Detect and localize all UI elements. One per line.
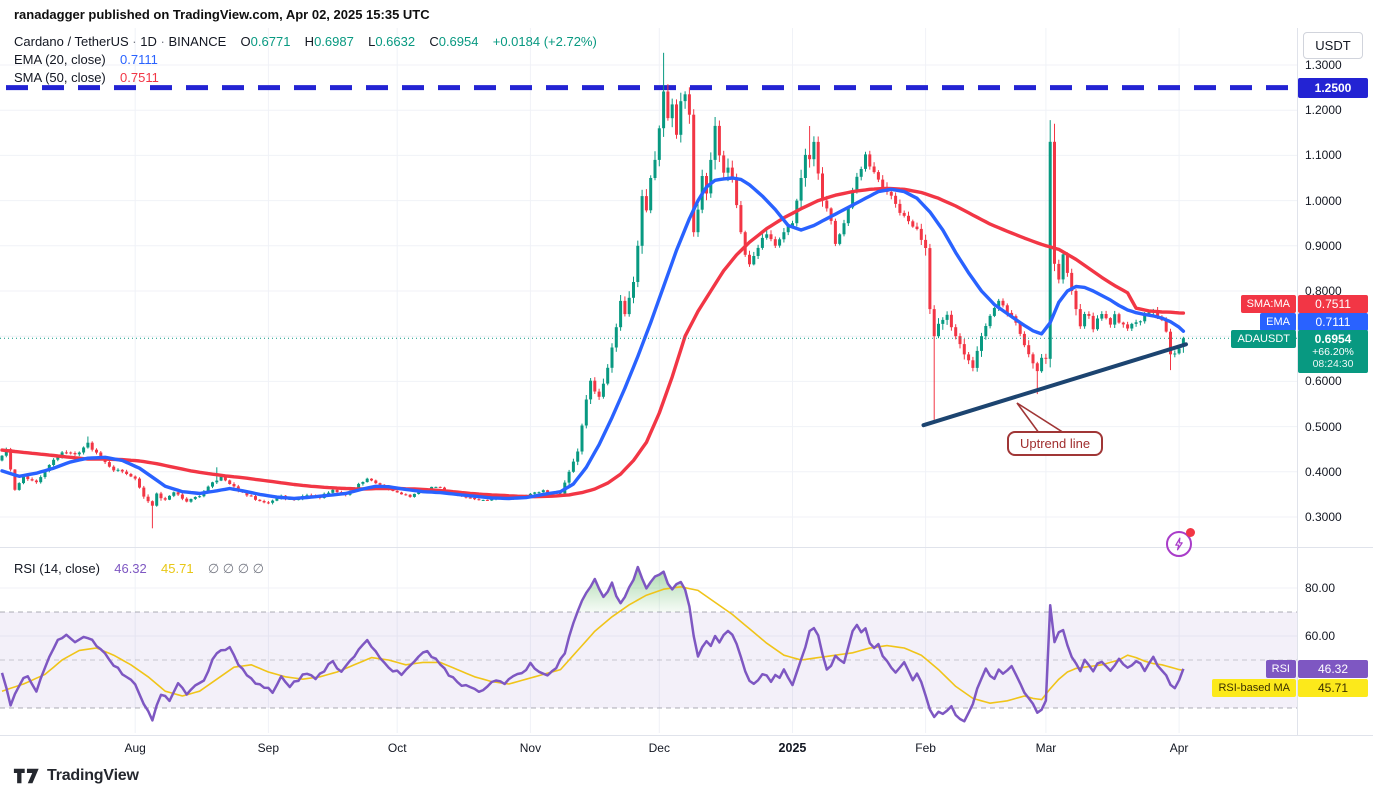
- currency-unit-button[interactable]: USDT: [1303, 32, 1363, 59]
- sma-price-badge: 0.7511: [1298, 295, 1368, 314]
- publish-attribution: ranadagger published on TradingView.com,…: [14, 7, 430, 22]
- price-axis-label: 0.6000: [1305, 374, 1342, 389]
- ohlc-low-label: L: [368, 34, 376, 49]
- rsi-axis-label: RSI: [1265, 659, 1296, 678]
- price-axis-label: 0.5000: [1305, 419, 1342, 434]
- price-axis-label: 1.0000: [1305, 193, 1342, 208]
- change-value: +0.0184 (+2.72%): [492, 34, 597, 49]
- time-axis-label-sep: Sep: [257, 741, 280, 755]
- bar-countdown: 08:24:30: [1312, 358, 1354, 371]
- symbol-axis-label: ADAUSDT: [1231, 330, 1296, 349]
- price-axis-label: 1.2000: [1305, 103, 1342, 118]
- ohlc-high-value: 0.6987: [314, 34, 354, 49]
- rsi-value: 46.32: [114, 561, 147, 576]
- tradingview-wordmark: TradingView: [47, 767, 139, 784]
- last-price-value: 0.6954: [1314, 332, 1352, 347]
- sma-axis-label: SMA:MA: [1240, 295, 1296, 314]
- ohlc-high-label: H: [304, 34, 315, 49]
- sma-value: 0.7511: [120, 70, 159, 85]
- sma-legend-row[interactable]: SMA (50, close) 0.7511: [14, 69, 597, 87]
- ema-price-badge: 0.7111: [1298, 313, 1368, 332]
- interval-label: 1D: [140, 34, 157, 49]
- last-price-change: +66.20%: [1312, 346, 1354, 359]
- symbol-legend-row[interactable]: Cardano / TetherUS · 1D · BINANCE O0.677…: [14, 34, 597, 49]
- ohlc-close-value: 0.6954: [438, 34, 479, 49]
- ema-value: 0.7111: [120, 52, 158, 67]
- rsi-axis-scale-label: 80.00: [1305, 581, 1336, 595]
- time-axis-label-aug: Aug: [124, 741, 146, 755]
- time-axis[interactable]: Aug Sep Oct Nov Dec 2025 Feb Mar Apr: [0, 735, 1297, 761]
- time-axis-label-nov: Nov: [519, 741, 542, 755]
- ohlc-open-label: O: [240, 34, 251, 49]
- time-axis-label-dec: Dec: [648, 741, 670, 755]
- rsi-legend-row[interactable]: RSI (14, close) 46.32 45.71 ∅ ∅ ∅ ∅: [14, 561, 264, 577]
- price-axis-label: 0.8000: [1305, 284, 1342, 298]
- price-scale[interactable]: 1.3000 1.2000 1.1000 1.0000 0.9000 0.8000 0.60…: [1297, 28, 1373, 735]
- price-axis-label: 1.1000: [1305, 148, 1342, 163]
- price-axis-label: 1.3000: [1305, 58, 1342, 72]
- last-price-badge: 0.6954 +66.20% 08:24:30: [1298, 330, 1368, 374]
- chart-legend: Cardano / TetherUS · 1D · BINANCE O0.677…: [14, 33, 597, 87]
- rsi-ma-value: 45.71: [161, 561, 194, 576]
- notification-dot: [1186, 528, 1195, 537]
- time-axis-label-oct: Oct: [387, 741, 407, 755]
- time-axis-label-apr: Apr: [1169, 741, 1189, 755]
- time-axis-label-feb: Feb: [915, 741, 936, 755]
- ohlc-open-value: 0.6771: [250, 34, 291, 49]
- ohlc-low-value: 0.6632: [375, 34, 416, 49]
- exchange-label: BINANCE: [168, 34, 227, 49]
- lightning-icon[interactable]: [1166, 531, 1192, 557]
- rsi-axis-scale-label: 60.00: [1305, 629, 1336, 643]
- time-axis-label-2025: 2025: [778, 741, 807, 755]
- ema-label: EMA (20, close): [14, 52, 106, 67]
- time-axis-label-mar: Mar: [1035, 741, 1057, 755]
- ema-legend-row[interactable]: EMA (20, close) 0.7111: [14, 51, 597, 69]
- price-axis-label: 0.4000: [1305, 464, 1342, 479]
- rsi-value-badge: 46.32: [1298, 659, 1368, 678]
- tradingview-glyph-icon: [13, 768, 39, 784]
- tradingview-logo[interactable]: TradingView: [13, 767, 139, 785]
- lightning-bolt-icon: [1175, 537, 1183, 551]
- rsi-ma-value-badge: 45.71: [1298, 678, 1368, 697]
- price-axis-label: 0.9000: [1305, 238, 1342, 253]
- uptrend-line-callout[interactable]: Uptrend line: [1007, 431, 1104, 456]
- rsi-empty-values: ∅ ∅ ∅ ∅: [207, 561, 264, 576]
- rsi-ma-axis-label: RSI-based MA: [1212, 678, 1296, 697]
- price-axis-label: 0.3000: [1305, 510, 1342, 524]
- ema-axis-label: EMA: [1260, 313, 1296, 332]
- symbol-title: Cardano / TetherUS: [14, 34, 129, 49]
- sma-label: SMA (50, close): [14, 70, 106, 85]
- rsi-label: RSI (14, close): [14, 561, 100, 576]
- ohlc-close-label: C: [429, 34, 439, 49]
- main-price-pane[interactable]: [0, 28, 1297, 547]
- resistance-price-badge: 1.2500: [1298, 77, 1368, 98]
